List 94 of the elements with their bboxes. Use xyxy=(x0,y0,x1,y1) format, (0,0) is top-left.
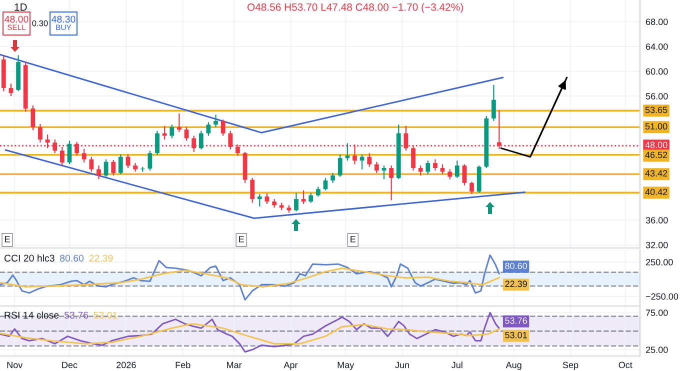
x-tick-label: May xyxy=(338,362,354,370)
candlestick xyxy=(206,122,211,136)
y-tick-label: 56.00 xyxy=(646,93,668,100)
candlestick xyxy=(257,194,262,208)
candlestick xyxy=(30,104,36,131)
candlestick xyxy=(155,130,160,156)
annotation: 0.30 xyxy=(32,20,48,26)
candlestick xyxy=(60,146,64,166)
candlestick xyxy=(330,172,335,184)
chart-title: CCI 20 hlc3 xyxy=(4,254,54,262)
candlestick xyxy=(148,150,152,172)
annotation: 53.01 xyxy=(94,312,118,319)
candlestick xyxy=(38,123,42,144)
candlestick xyxy=(177,112,182,133)
candlestick xyxy=(111,159,116,176)
x-tick-label: Apr xyxy=(284,362,298,370)
ref-line-label: 43.42 xyxy=(645,170,668,177)
candlestick xyxy=(67,140,72,165)
y-tick-label: 25.00 xyxy=(646,346,668,353)
y-tick-label: 64.00 xyxy=(646,43,668,50)
candlestick xyxy=(382,164,386,180)
candlestick xyxy=(308,192,314,204)
candlestick xyxy=(198,130,204,150)
candlestick xyxy=(82,148,86,163)
ref-line-label: 53.65 xyxy=(645,106,668,114)
candlestick xyxy=(170,124,174,139)
ref-line-label: 46.52 xyxy=(645,152,668,158)
candlestick xyxy=(214,114,218,128)
annotation: 22.39 xyxy=(89,254,113,262)
annotation: E xyxy=(239,236,244,242)
candlestick xyxy=(426,160,430,175)
candlestick xyxy=(462,164,467,186)
candlestick xyxy=(345,142,350,162)
x-tick-label: Jul xyxy=(452,362,462,368)
x-tick-label: Feb xyxy=(176,362,190,368)
candlestick xyxy=(264,192,270,205)
ref-line-label: 40.42 xyxy=(645,188,668,196)
candlestick xyxy=(89,156,94,172)
candlestick xyxy=(448,168,452,180)
x-tick-label: Dec xyxy=(62,362,78,368)
candlestick xyxy=(104,158,108,178)
line-series xyxy=(0,254,500,301)
candlestick xyxy=(360,154,364,170)
candlestick xyxy=(389,164,394,201)
candlestick xyxy=(118,154,123,175)
candlestick xyxy=(338,154,342,178)
x-tick-label: Mar xyxy=(227,362,242,368)
y-tick-label: 36.00 xyxy=(646,217,668,224)
data-label: 53.01 xyxy=(505,332,527,338)
candlestick xyxy=(367,152,372,168)
line-series xyxy=(0,322,500,344)
x-tick-label: Aug xyxy=(506,362,522,370)
candlestick xyxy=(374,161,379,174)
data-label: 22.39 xyxy=(505,280,527,288)
candlestick xyxy=(294,192,298,212)
y-tick-label: 75.00 xyxy=(646,310,668,316)
y-tick-label: 68.00 xyxy=(646,18,668,26)
annotation: E xyxy=(5,236,10,242)
annotation: E xyxy=(350,236,356,242)
candlestick xyxy=(162,125,167,140)
candlestick xyxy=(433,158,438,172)
candlestick xyxy=(454,160,460,178)
ref-line-label: 48.00 xyxy=(645,142,668,148)
candlestick xyxy=(492,84,496,122)
annotation: 48.30 xyxy=(52,16,76,23)
annotation: 53.76 xyxy=(64,312,88,319)
x-tick-label: Sep xyxy=(562,362,578,370)
x-tick-label: Oct xyxy=(618,362,632,368)
y-tick-label: −250.00 xyxy=(646,293,678,300)
y-tick-label: 250.00 xyxy=(646,258,673,266)
chart-title: RSI 14 close xyxy=(4,311,59,319)
ref-line-label: 51.00 xyxy=(645,123,668,130)
line-series xyxy=(0,267,500,288)
x-tick-label: 2026 xyxy=(116,362,136,368)
candlestick xyxy=(470,181,474,195)
annotation: 80.60 xyxy=(60,254,84,262)
annotation: 48.00 xyxy=(4,16,28,23)
candlestick xyxy=(418,164,423,176)
candlestick xyxy=(220,119,226,136)
line-series xyxy=(0,312,500,353)
candlestick xyxy=(8,83,14,97)
annotation: O48.56 H53.70 L47.48 C48.00 −1.70 (−3.42%) xyxy=(247,3,463,13)
y-tick-label: 32.00 xyxy=(646,242,668,248)
y-tick-label: 60.00 xyxy=(646,68,668,75)
candlestick xyxy=(96,164,101,180)
data-label: 80.60 xyxy=(505,262,527,270)
x-tick-label: Nov xyxy=(7,362,23,368)
x-tick-label: Jun xyxy=(395,362,409,368)
candlestick xyxy=(316,186,320,198)
candlestick xyxy=(250,177,255,204)
candlestick xyxy=(184,126,189,142)
data-label: 53.76 xyxy=(505,317,527,324)
annotation: 1D xyxy=(14,4,27,11)
candlestick xyxy=(301,190,306,205)
